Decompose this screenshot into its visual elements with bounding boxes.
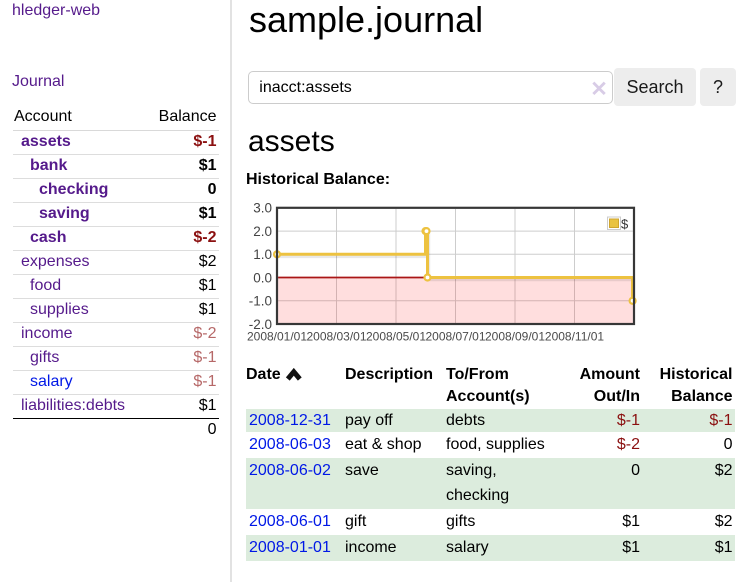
svg-text:-1.0: -1.0 [249, 294, 272, 309]
svg-text:0.0: 0.0 [253, 270, 272, 285]
svg-text:$: $ [621, 216, 629, 231]
svg-text:2008/05/01: 2008/05/01 [366, 330, 426, 344]
svg-text:2008/01/01: 2008/01/01 [247, 330, 307, 344]
svg-text:3.0: 3.0 [253, 201, 272, 216]
svg-text:2.0: 2.0 [253, 224, 272, 239]
svg-text:1.0: 1.0 [253, 247, 272, 262]
svg-text:2008/09/01: 2008/09/01 [485, 330, 545, 344]
svg-text:2008/03/01: 2008/03/01 [306, 330, 366, 344]
svg-text:-2.0: -2.0 [249, 317, 272, 332]
svg-text:2008/07/01: 2008/07/01 [425, 330, 485, 344]
svg-text:2008/11/01: 2008/11/01 [545, 330, 604, 344]
